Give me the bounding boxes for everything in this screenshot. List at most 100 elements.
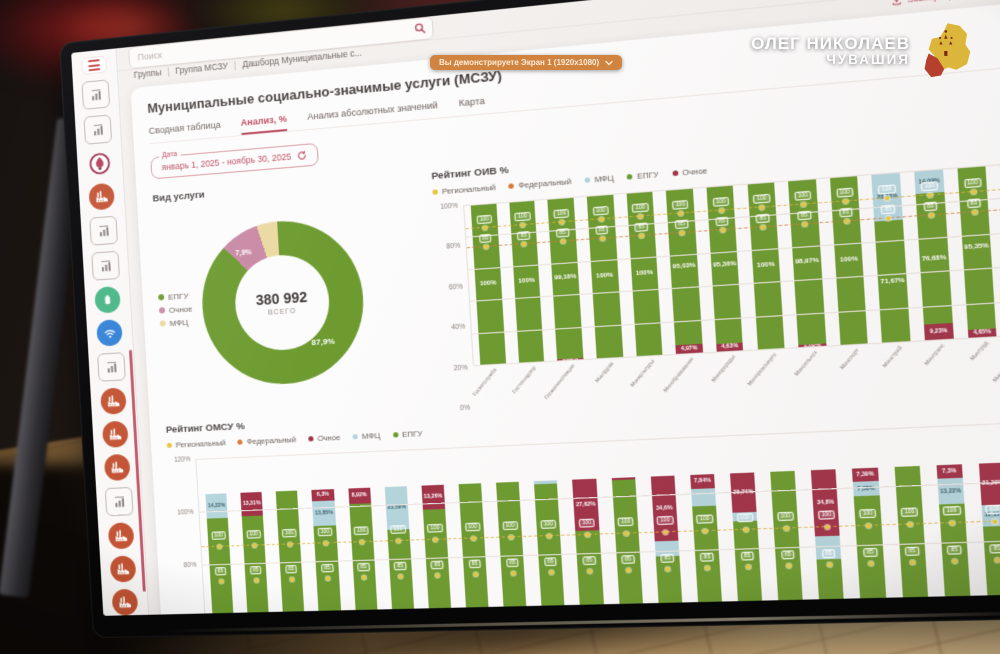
y-tick: 100% [177,508,194,516]
bar-segment[interactable]: 8,92% [348,487,371,504]
bar-segment[interactable]: 13,31% [241,492,264,516]
marker-chip: 100 [354,527,369,536]
x-axis-label: Минздрав [595,361,616,384]
date-filter[interactable]: Дата январь 1, 2025 - ноябрь 30, 2025 [150,143,319,180]
bar-segment[interactable]: 7,84% [690,474,715,490]
bar-segment[interactable]: 6,3% [312,489,334,501]
bar-segment[interactable]: 7,3% [936,464,962,479]
bar-value-label: 8,92% [352,492,368,499]
bar-segment[interactable] [387,529,417,616]
marker-dot [326,577,330,581]
bar-segment[interactable]: 7,39% [852,467,878,482]
factory-icon[interactable] [102,421,129,448]
bar-segment[interactable] [770,471,806,616]
bar-segment[interactable] [894,466,932,616]
donut-chart[interactable]: 87,9% 7,9% 380 992 ВСЕГО [198,215,368,388]
chart-icon[interactable] [89,216,118,246]
legend-dot [627,174,633,180]
export-pdf-label: Экспортировать вкладку в PDF [907,0,1000,4]
legend-dot [432,189,438,195]
marker-chip: 85 [740,551,754,560]
bar-segment[interactable]: 13,85% [312,500,335,526]
marker-chip: 100 [777,512,794,521]
marker-chip: 100 [632,203,649,213]
legend-dot [167,443,172,448]
chart-icon[interactable] [105,487,134,516]
bar-segment[interactable] [534,484,568,616]
bar-segment[interactable]: 7,33% [853,481,879,496]
date-filter-label: Дата [159,151,181,160]
legend-item: ЕПГУ [158,291,192,302]
marker-dot [705,566,710,570]
chevron-down-icon[interactable] [605,60,613,66]
bar-segment[interactable]: 23,59% [384,486,409,530]
marker-chip: 85 [947,545,962,554]
screen-share-label: Вы демонстрируете Экран 1 (1920x1080) [439,58,599,67]
marker-dot [626,568,631,572]
marker-dot [666,567,671,571]
marker-chip: 100 [553,209,569,219]
bar-segment[interactable] [611,480,646,616]
factory-icon[interactable] [104,454,131,481]
bar-segment[interactable]: 13,26% [421,484,445,509]
tab-3[interactable]: Карта [459,96,486,116]
donut-total: 380 992 [255,288,307,308]
bar-value-label: 71,67% [880,277,905,285]
marker-chip: 85 [479,234,492,243]
factory-icon[interactable] [112,589,139,616]
y-tick: 120% [174,456,191,464]
marker-dot [290,578,294,582]
bar-value-label: 14,22% [208,503,226,510]
marker-chip: 85 [582,556,595,565]
bar-segment[interactable]: 71,67% [875,220,911,343]
donut-panel: Вид услуги ЕПГУ Очное МФЦ 87,9% 7,9% 380 9… [152,172,428,423]
chart-icon[interactable] [91,251,120,281]
marker-chip: 85 [506,558,519,567]
marker-dot [399,575,403,579]
marker-dot [868,562,873,567]
export-pdf-link[interactable]: Экспортировать вкладку в PDF [891,0,1000,6]
screen-share-banner[interactable]: Вы демонстрируете Экран 1 (1920x1080) [430,55,622,70]
marker-chip: 100 [878,185,896,195]
bar-segment[interactable] [691,489,716,507]
bar-value-label: 27,62% [576,501,596,508]
marker-chip: 100 [712,197,729,207]
marker-chip: 85 [285,565,297,574]
chart-icon[interactable] [97,352,126,382]
bar-value-label: 76,68% [922,254,947,262]
marker-dot [433,537,437,541]
bar-segment[interactable]: 14,22% [205,493,227,519]
bar-segment[interactable]: 9,23% [924,323,953,340]
chuvashia-map-emblem [916,20,974,82]
wifi-icon[interactable] [96,319,123,347]
legend-dot [353,434,358,439]
marker-chip: 100 [246,530,261,539]
emblem-icon[interactable] [86,150,113,178]
marker-dot [953,559,958,564]
marker-chip: 100 [390,525,406,534]
donut-title: Вид услуги [152,172,415,204]
bar-segment[interactable]: 13,22% [937,478,964,505]
hamburger-menu-icon[interactable] [81,55,107,74]
breadcrumb-separator: | [167,66,170,76]
chart-icon[interactable] [82,79,111,110]
marker-dot [471,536,476,540]
legend-dot [308,436,313,441]
bar-segment[interactable] [496,481,530,615]
factory-icon[interactable] [88,183,115,211]
marker-chip: 100 [921,181,939,191]
marker-chip: 85 [797,211,811,221]
donut-slice-label: 87,9% [311,337,335,348]
y-tick: 40% [451,323,465,331]
marker-chip: 100 [618,518,634,527]
factory-icon[interactable] [108,522,135,549]
marker-chip: 85 [321,564,333,573]
battery-icon[interactable] [94,286,121,314]
chart-icon[interactable] [84,114,113,144]
refresh-icon[interactable] [297,150,308,161]
legend-item: Очное [159,304,193,315]
legend-item: МФЦ [584,173,614,185]
bar-value-label: 100% [757,262,775,270]
factory-icon[interactable] [100,387,127,414]
factory-icon[interactable] [110,556,137,583]
